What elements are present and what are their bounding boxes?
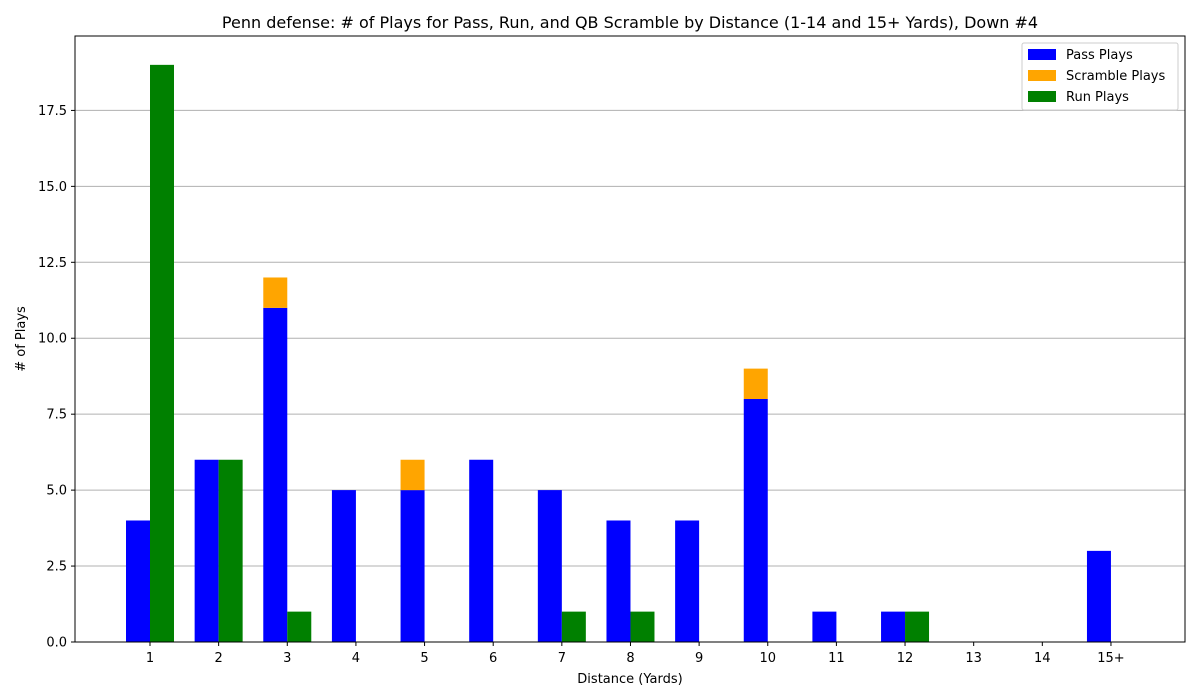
bar-run (287, 611, 312, 642)
bar-run (218, 459, 243, 642)
y-tick-label: 17.5 (38, 104, 67, 119)
x-tick-label: 11 (828, 651, 845, 666)
x-tick-label: 15+ (1097, 651, 1124, 666)
y-tick-label: 2.5 (46, 560, 67, 575)
x-axis-label: Distance (Yards) (577, 672, 682, 687)
legend: Pass Plays Scramble Plays Run Plays (1021, 42, 1179, 111)
bar-scramble (400, 459, 425, 491)
bar-run (905, 611, 930, 642)
y-tick-label: 15.0 (38, 180, 67, 195)
legend-label-scramble: Scramble Plays (1066, 69, 1165, 84)
bar-pass (1086, 550, 1111, 642)
bar-run (150, 64, 174, 643)
legend-label-run: Run Plays (1066, 90, 1129, 105)
x-tick-label: 4 (352, 651, 360, 666)
x-tick-label: 10 (759, 651, 776, 666)
legend-swatch-run (1028, 91, 1056, 102)
x-tick-label: 14 (1034, 651, 1051, 666)
x-axis-ticks: 1 2 3 4 5 6 7 8 9 10 11 12 13 14 15+ (146, 642, 1125, 666)
y-tick-label: 12.5 (38, 256, 67, 271)
legend-box (1021, 42, 1179, 111)
bar-pass (263, 307, 288, 642)
x-tick-label: 13 (965, 651, 982, 666)
x-tick-label: 6 (489, 651, 497, 666)
x-tick-label: 3 (283, 651, 291, 666)
y-tick-label: 5.0 (46, 484, 67, 499)
grid-lines (75, 109, 1185, 643)
x-tick-label: 1 (146, 651, 154, 666)
x-tick-label: 7 (558, 651, 566, 666)
y-tick-label: 7.5 (46, 408, 67, 423)
bar-pass (812, 611, 837, 642)
x-tick-label: 9 (695, 651, 703, 666)
bar-pass (469, 459, 494, 642)
bar-pass (537, 490, 562, 642)
bars (126, 64, 1111, 643)
x-tick-label: 8 (626, 651, 634, 666)
y-tick-label: 0.0 (46, 636, 67, 651)
chart-title: Penn defense: # of Plays for Pass, Run, … (222, 13, 1038, 32)
x-tick-label: 12 (897, 651, 914, 666)
legend-label-pass: Pass Plays (1066, 48, 1133, 63)
bar-pass (126, 520, 150, 642)
legend-swatch-pass (1028, 49, 1056, 60)
bar-scramble (263, 277, 288, 308)
x-tick-label: 5 (420, 651, 428, 666)
x-tick-label: 2 (214, 651, 222, 666)
y-axis-label: # of Plays (14, 306, 29, 372)
bar-scramble (743, 368, 768, 399)
y-axis-ticks: 0.0 2.5 5.0 7.5 10.0 12.5 15.0 17.5 (38, 104, 75, 651)
bar-pass (675, 520, 700, 642)
bar-pass (743, 398, 768, 642)
bar-pass (194, 459, 219, 642)
legend-swatch-scramble (1028, 70, 1056, 81)
bar-pass (400, 490, 425, 642)
bar-pass (331, 490, 356, 642)
bar-pass (881, 611, 906, 642)
bar-pass (606, 520, 631, 642)
bar-run (561, 611, 586, 642)
y-tick-label: 10.0 (38, 332, 67, 347)
bar-run (630, 611, 655, 642)
